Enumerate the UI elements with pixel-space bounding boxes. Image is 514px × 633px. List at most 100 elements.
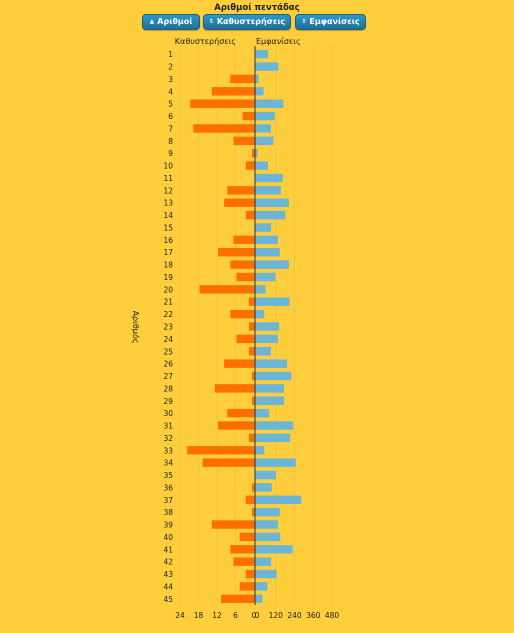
delay-bar[interactable]	[251, 371, 255, 381]
appearance-bar[interactable]	[255, 173, 283, 183]
appearance-bar[interactable]	[255, 124, 272, 133]
delay-bar[interactable]	[245, 569, 255, 579]
appearance-bar[interactable]	[255, 235, 278, 245]
category-label: 2	[168, 63, 173, 72]
appearance-bar[interactable]	[255, 507, 280, 517]
delay-bar[interactable]	[233, 136, 255, 146]
delay-bar[interactable]	[202, 458, 255, 467]
sort-numbers-button[interactable]: ▲ Αριθμοί	[142, 14, 200, 30]
appearance-bar[interactable]	[255, 520, 278, 529]
delay-bar[interactable]	[230, 309, 255, 319]
appearance-bar[interactable]	[255, 309, 265, 319]
delay-bar[interactable]	[199, 285, 256, 294]
appearance-bar[interactable]	[255, 470, 276, 480]
appearance-bar[interactable]	[255, 594, 263, 604]
delay-bar[interactable]	[248, 347, 255, 356]
appearance-bar[interactable]	[255, 272, 276, 282]
category-label: 45	[163, 595, 173, 604]
appearance-bar[interactable]	[255, 347, 272, 356]
category-label: 10	[163, 162, 173, 171]
appearance-bar[interactable]	[255, 198, 289, 207]
appearance-bar[interactable]	[255, 408, 270, 418]
category-label: 5	[168, 100, 173, 109]
delay-bar[interactable]	[239, 532, 255, 542]
delay-bar[interactable]	[236, 334, 256, 344]
appearance-bar[interactable]	[255, 297, 290, 306]
sort-appearances-button[interactable]: ⇕ Εμφανίσεις	[295, 14, 366, 30]
delay-bar[interactable]	[233, 557, 255, 566]
appearance-bar[interactable]	[255, 433, 291, 443]
appearance-bar[interactable]	[255, 359, 288, 368]
delays-series-label: Καθυστερήσεις	[175, 37, 236, 46]
appearance-bar[interactable]	[255, 248, 280, 257]
delay-bar[interactable]	[218, 421, 255, 430]
appearance-bar[interactable]	[255, 421, 294, 430]
appearance-bar[interactable]	[255, 111, 275, 121]
delay-bar[interactable]	[187, 446, 255, 455]
appearance-bar[interactable]	[255, 210, 286, 220]
delay-bar[interactable]	[245, 495, 255, 504]
x-tick-label: 24	[175, 611, 185, 620]
delay-bar[interactable]	[211, 87, 255, 96]
delay-bar[interactable]	[230, 74, 255, 84]
appearance-bar[interactable]	[255, 99, 284, 108]
delay-bar[interactable]	[248, 433, 255, 443]
delay-bar[interactable]	[230, 545, 255, 554]
appearance-bar[interactable]	[255, 260, 289, 269]
appearance-bar[interactable]	[255, 545, 293, 554]
delay-bar[interactable]	[193, 124, 255, 133]
appearance-bar[interactable]	[255, 396, 285, 405]
appearance-bar[interactable]	[255, 223, 272, 232]
sort-delays-button[interactable]: ⇕ Καθυστερήσεις	[203, 14, 291, 30]
appearance-bar[interactable]	[255, 582, 268, 591]
delay-bar[interactable]	[214, 384, 255, 393]
delay-bar[interactable]	[248, 322, 255, 331]
appearance-bar[interactable]	[255, 285, 266, 294]
x-tick-label: 6	[233, 611, 238, 620]
appearance-bar[interactable]	[255, 458, 296, 467]
category-label: 32	[163, 434, 173, 443]
category-label: 11	[163, 174, 173, 183]
delay-bar[interactable]	[239, 582, 255, 591]
appearance-bar[interactable]	[255, 87, 264, 96]
delay-bar[interactable]	[251, 149, 255, 158]
delay-bar[interactable]	[251, 396, 255, 405]
delay-bar[interactable]	[224, 198, 255, 207]
delay-bar[interactable]	[245, 210, 255, 220]
delay-bar[interactable]	[242, 111, 255, 121]
appearance-bar[interactable]	[255, 149, 258, 158]
delay-bar[interactable]	[224, 359, 255, 368]
appearance-bar[interactable]	[255, 532, 281, 542]
appearance-bar[interactable]	[255, 49, 268, 59]
appearance-bar[interactable]	[255, 495, 302, 504]
appearance-bar[interactable]	[255, 569, 277, 579]
appearance-bar[interactable]	[255, 334, 278, 344]
delay-bar[interactable]	[245, 161, 255, 170]
delay-bar[interactable]	[218, 248, 255, 257]
delay-bar[interactable]	[251, 483, 255, 492]
appearance-bar[interactable]	[255, 62, 279, 71]
appearance-bar[interactable]	[255, 186, 281, 195]
appearance-bar[interactable]	[255, 371, 292, 381]
category-label: 12	[163, 186, 173, 195]
appearance-bar[interactable]	[255, 161, 268, 170]
appearance-bar[interactable]	[255, 446, 265, 455]
delay-bar[interactable]	[230, 260, 255, 269]
delay-bar[interactable]	[227, 186, 255, 195]
appearance-bar[interactable]	[255, 136, 274, 146]
delay-bar[interactable]	[251, 507, 255, 517]
category-label: 1	[168, 50, 173, 59]
delay-bar[interactable]	[248, 297, 255, 306]
delay-bar[interactable]	[236, 272, 256, 282]
sort-delays-label: Καθυστερήσεις	[216, 17, 286, 26]
delay-bar[interactable]	[221, 594, 255, 604]
appearance-bar[interactable]	[255, 557, 272, 566]
appearance-bar[interactable]	[255, 483, 272, 492]
appearance-bar[interactable]	[255, 74, 259, 84]
delay-bar[interactable]	[211, 520, 255, 529]
delay-bar[interactable]	[190, 99, 255, 108]
appearance-bar[interactable]	[255, 384, 285, 393]
delay-bar[interactable]	[233, 235, 255, 245]
delay-bar[interactable]	[227, 408, 255, 418]
appearance-bar[interactable]	[255, 322, 280, 331]
